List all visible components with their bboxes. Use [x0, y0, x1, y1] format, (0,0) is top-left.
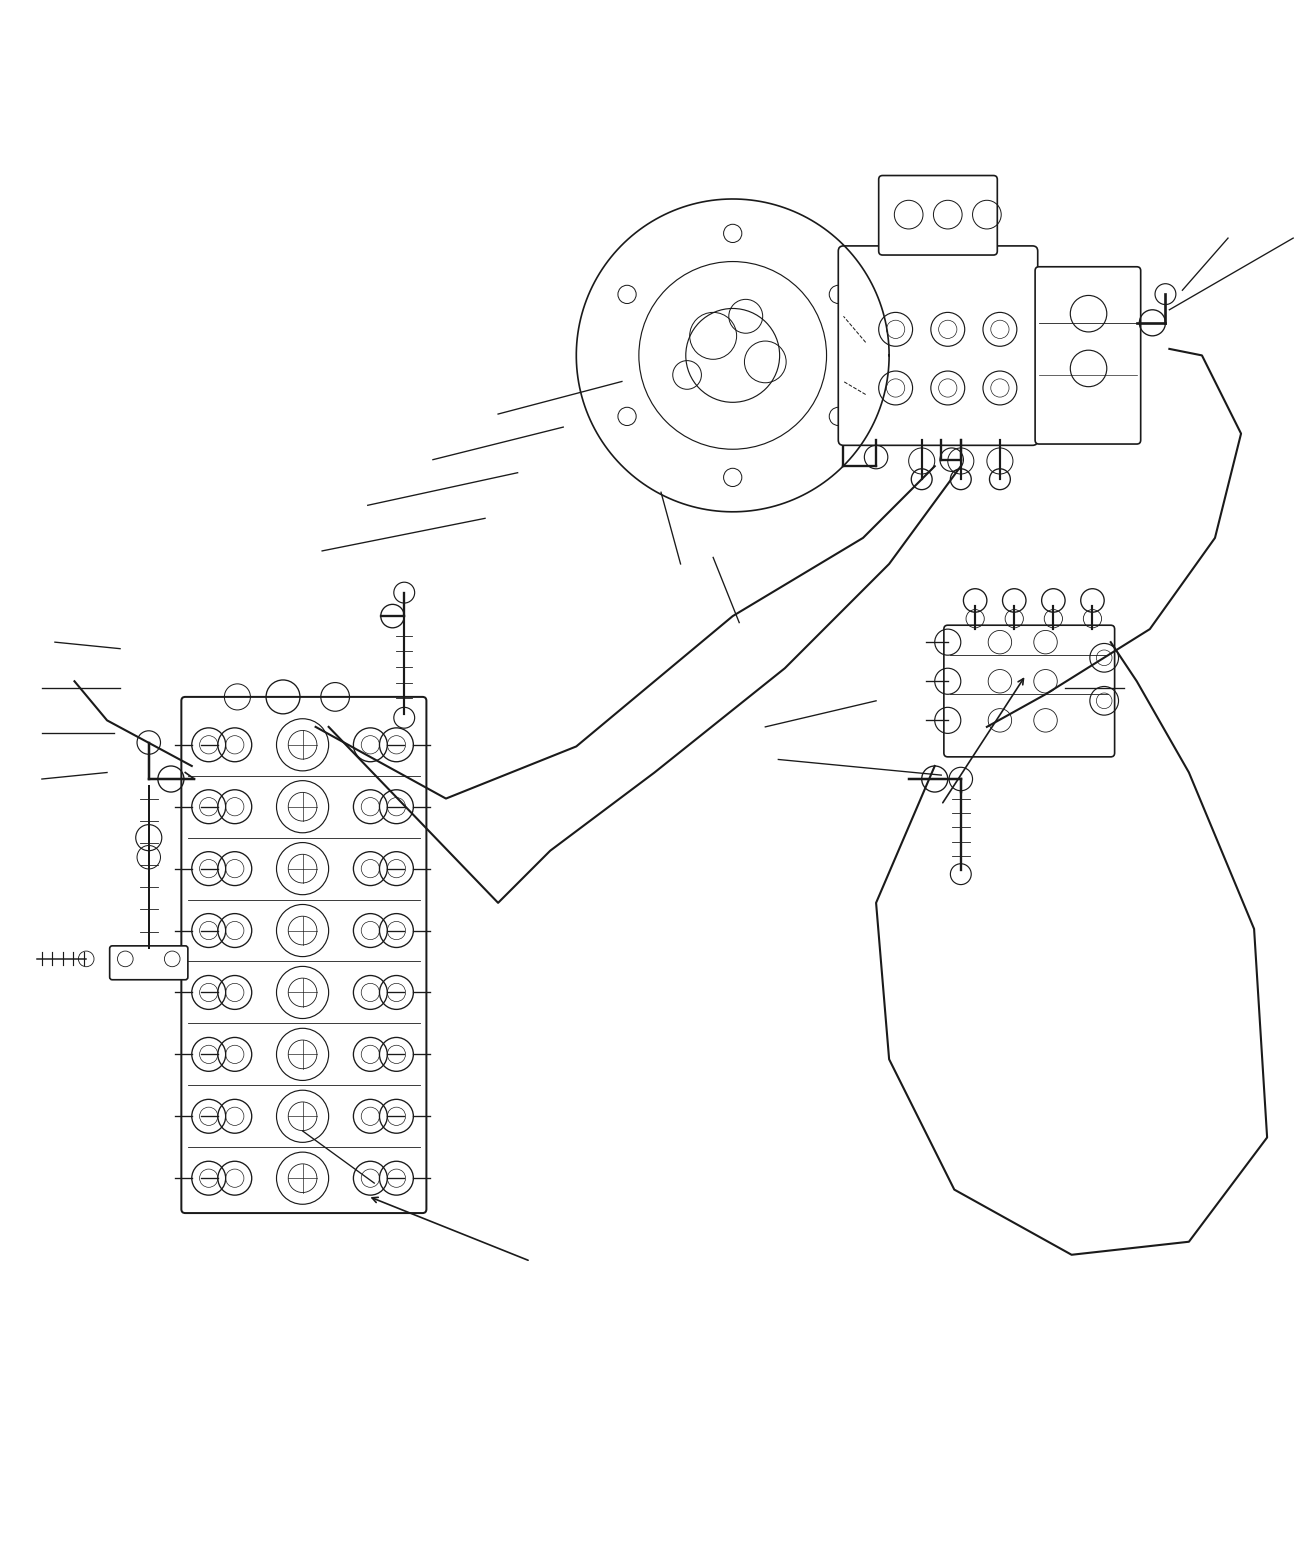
FancyBboxPatch shape [838, 246, 1038, 445]
FancyBboxPatch shape [1035, 267, 1140, 443]
FancyBboxPatch shape [182, 697, 427, 1213]
FancyBboxPatch shape [110, 946, 188, 980]
FancyBboxPatch shape [944, 626, 1115, 757]
FancyBboxPatch shape [878, 176, 997, 255]
